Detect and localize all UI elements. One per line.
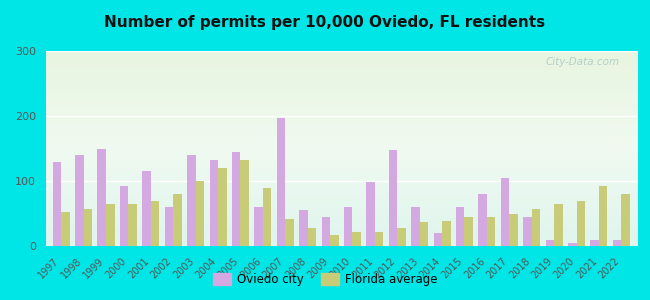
Bar <box>173 194 182 246</box>
Bar <box>53 161 61 246</box>
Bar <box>389 150 397 246</box>
Bar <box>411 207 420 246</box>
Bar <box>240 160 249 246</box>
Bar <box>106 204 114 246</box>
Bar <box>434 233 442 246</box>
Bar <box>209 160 218 246</box>
Bar <box>442 221 450 246</box>
Bar <box>187 155 196 246</box>
Bar <box>397 228 406 246</box>
Bar <box>61 212 70 246</box>
Bar <box>98 148 106 246</box>
Bar <box>577 200 585 246</box>
Bar <box>532 209 540 246</box>
Text: Number of permits per 10,000 Oviedo, FL residents: Number of permits per 10,000 Oviedo, FL … <box>105 15 545 30</box>
Bar <box>142 171 151 246</box>
Bar <box>599 185 607 246</box>
Bar <box>254 207 263 246</box>
Bar <box>590 239 599 246</box>
Bar <box>420 222 428 246</box>
Bar <box>613 239 621 246</box>
Legend: Oviedo city, Florida average: Oviedo city, Florida average <box>208 268 442 291</box>
Bar <box>487 217 495 246</box>
Bar <box>330 235 339 246</box>
Bar <box>478 194 487 246</box>
Bar <box>151 200 159 246</box>
Bar <box>84 209 92 246</box>
Bar <box>285 219 294 246</box>
Bar <box>322 217 330 246</box>
Bar <box>545 239 554 246</box>
Bar <box>523 217 532 246</box>
Text: City-Data.com: City-Data.com <box>545 57 619 67</box>
Bar <box>375 232 383 246</box>
Bar <box>621 194 630 246</box>
Bar <box>554 204 563 246</box>
Bar <box>218 168 227 246</box>
Bar <box>232 152 240 246</box>
Bar <box>456 207 465 246</box>
Bar <box>299 210 307 246</box>
Bar <box>164 207 173 246</box>
Bar <box>344 207 352 246</box>
Bar <box>352 232 361 246</box>
Bar <box>75 155 84 246</box>
Bar <box>196 181 204 246</box>
Bar <box>568 243 577 246</box>
Bar <box>307 229 316 246</box>
Bar <box>367 182 375 246</box>
Bar <box>120 186 129 246</box>
Bar <box>510 214 518 246</box>
Bar <box>465 217 473 246</box>
Bar <box>277 118 285 246</box>
Bar <box>263 188 271 246</box>
Bar <box>129 204 137 246</box>
Bar <box>500 178 510 246</box>
